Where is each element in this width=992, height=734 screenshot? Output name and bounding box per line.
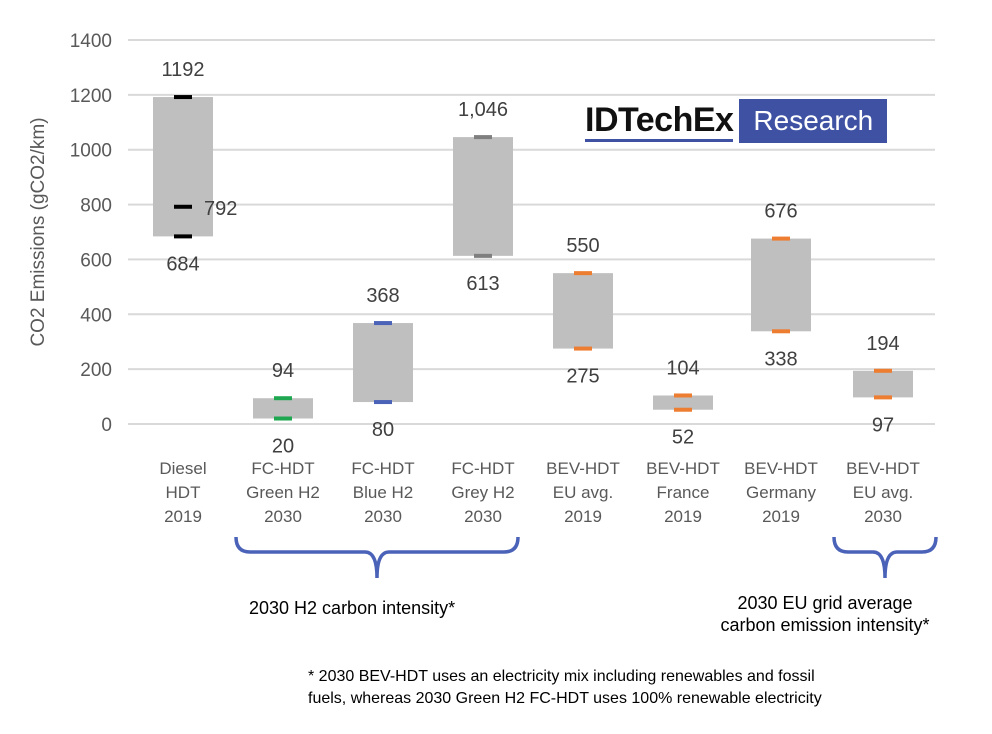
low-data-label: 20 xyxy=(272,436,294,458)
range-marker xyxy=(574,271,592,276)
range-bar xyxy=(751,238,811,332)
y-tick-label: 1000 xyxy=(70,141,112,162)
range-marker xyxy=(874,395,892,400)
low-data-label: 97 xyxy=(872,414,894,436)
x-tick-label: EU avg. xyxy=(553,483,613,502)
x-tick-label: FC-HDT xyxy=(251,459,314,478)
high-data-label: 104 xyxy=(666,357,699,379)
x-tick-label: Grey H2 xyxy=(451,483,514,502)
high-data-label: 1192 xyxy=(161,59,204,81)
y-tick-label: 600 xyxy=(80,250,112,271)
high-data-label: 194 xyxy=(866,333,899,355)
range-bar xyxy=(453,137,513,256)
range-bar xyxy=(353,323,413,403)
range-marker xyxy=(474,253,492,258)
y-tick-label: 200 xyxy=(80,360,112,381)
x-tick-label: 2030 xyxy=(464,507,502,526)
low-data-label: 80 xyxy=(372,419,394,441)
group1-label: 2030 H2 carbon intensity* xyxy=(249,598,456,618)
x-tick-label: 2019 xyxy=(762,507,800,526)
x-tick-label: Diesel xyxy=(159,459,206,478)
x-tick-label: BEV-HDT xyxy=(744,459,818,478)
x-tick-label: HDT xyxy=(166,483,201,502)
high-data-label: 550 xyxy=(566,235,599,257)
footnote: * 2030 BEV-HDT uses an electricity mix i… xyxy=(308,666,822,710)
x-tick-label: Germany xyxy=(746,483,816,502)
range-bar xyxy=(653,395,713,410)
range-marker xyxy=(174,204,192,209)
y-tick-label: 1400 xyxy=(70,31,112,52)
x-tick-label: 2019 xyxy=(164,507,202,526)
x-tick-label: FC-HDT xyxy=(451,459,514,478)
range-marker xyxy=(274,416,292,421)
x-tick-label: France xyxy=(657,483,710,502)
range-marker xyxy=(174,95,192,100)
x-tick-label: BEV-HDT xyxy=(846,459,920,478)
range-bar xyxy=(853,370,913,398)
group2-label: 2030 EU grid average carbon emission int… xyxy=(690,592,960,636)
range-marker xyxy=(274,396,292,401)
low-data-label: 338 xyxy=(764,348,797,370)
range-marker xyxy=(874,368,892,373)
x-tick-label: Green H2 xyxy=(246,483,320,502)
x-tick-label: BEV-HDT xyxy=(646,459,720,478)
x-tick-label: 2030 xyxy=(264,507,302,526)
logo-brand: IDTechEx xyxy=(585,101,734,142)
range-bar xyxy=(553,273,613,349)
brace-eu-grid-group xyxy=(832,536,938,579)
x-tick-label: 2030 xyxy=(364,507,402,526)
range-marker xyxy=(374,321,392,326)
range-bar xyxy=(153,97,213,237)
y-axis-label: CO2 Emissions (gCO2/km) xyxy=(28,117,49,346)
high-data-label: 676 xyxy=(764,201,797,223)
x-tick-label: 2030 xyxy=(864,507,902,526)
low-data-label: 52 xyxy=(672,427,694,449)
low-data-label: 275 xyxy=(566,366,599,388)
group2-label-line1: 2030 EU grid average xyxy=(737,593,913,613)
logo-tag: Research xyxy=(739,99,888,143)
range-marker xyxy=(174,234,192,239)
mid-data-label: 792 xyxy=(204,198,237,220)
high-data-label: 1,046 xyxy=(458,99,508,121)
x-tick-label: Blue H2 xyxy=(353,483,413,502)
range-bar xyxy=(253,398,313,419)
brace-h2-group xyxy=(234,536,520,579)
y-tick-label: 800 xyxy=(80,196,112,217)
y-tick-label: 0 xyxy=(101,415,112,436)
range-marker xyxy=(374,400,392,405)
x-tick-label: BEV-HDT xyxy=(546,459,620,478)
range-marker xyxy=(474,135,492,140)
logo: IDTechEx Research xyxy=(585,98,888,144)
low-data-label: 684 xyxy=(166,253,199,275)
range-marker xyxy=(674,407,692,412)
range-marker xyxy=(674,393,692,398)
x-tick-label: FC-HDT xyxy=(351,459,414,478)
footnote-line1: * 2030 BEV-HDT uses an electricity mix i… xyxy=(308,668,815,685)
high-data-label: 368 xyxy=(366,285,399,307)
y-tick-label: 1200 xyxy=(70,86,112,107)
x-tick-label: 2019 xyxy=(564,507,602,526)
x-tick-label: EU avg. xyxy=(853,483,913,502)
range-marker xyxy=(574,346,592,351)
high-data-label: 94 xyxy=(272,360,294,382)
group2-label-line2: carbon emission intensity* xyxy=(720,615,930,635)
range-marker xyxy=(772,329,790,334)
footnote-line2: fuels, whereas 2030 Green H2 FC-HDT uses… xyxy=(308,690,822,707)
x-tick-label: 2019 xyxy=(664,507,702,526)
low-data-label: 613 xyxy=(466,273,499,295)
y-tick-label: 400 xyxy=(80,305,112,326)
range-marker xyxy=(772,236,790,241)
